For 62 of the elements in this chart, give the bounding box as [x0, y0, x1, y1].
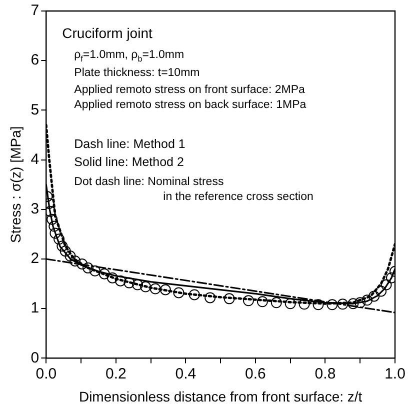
- point: [270, 297, 282, 308]
- point: [50, 228, 61, 239]
- x-axis-title: Dimensionless distance from front surface: z/t: [78, 388, 362, 404]
- point: [98, 268, 110, 280]
- point: [48, 220, 60, 232]
- point: [150, 283, 161, 294]
- point: [56, 240, 68, 252]
- y-tick-label: 0: [30, 349, 40, 366]
- point: [312, 299, 324, 310]
- y-tick-label: 1: [30, 300, 40, 317]
- x-tick-label: 0.6: [245, 365, 266, 382]
- y-tick-label: 7: [30, 2, 40, 20]
- x-tick-label: 1.0: [384, 365, 406, 382]
- x-tick-label: 0.4: [175, 365, 196, 382]
- point: [256, 296, 268, 308]
- annotation: Dot dash line: Nominal stress: [74, 176, 224, 188]
- y-tick-label: 6: [30, 52, 40, 69]
- x-tick-label: 0.8: [314, 365, 336, 382]
- point: [140, 281, 152, 292]
- y-tick-label: 5: [30, 101, 40, 118]
- point: [188, 289, 200, 300]
- point: [348, 298, 359, 310]
- point: [124, 277, 135, 288]
- point: [64, 250, 76, 262]
- point: [54, 234, 65, 245]
- point: [76, 258, 88, 270]
- point: [106, 272, 118, 284]
- point: [224, 293, 235, 304]
- point: [160, 284, 171, 296]
- annotation: Plate thickness: t=10mm: [74, 67, 200, 79]
- annotation: Cruciform joint: [62, 25, 152, 41]
- annotation: in the reference cross section: [163, 191, 314, 203]
- point: [173, 287, 184, 298]
- point: [60, 246, 71, 257]
- point: [204, 292, 216, 304]
- point: [380, 279, 392, 290]
- annotation: Solid line: Method 2: [74, 155, 184, 169]
- annotation: Applied remoto stress on back surface: 1MPa: [74, 99, 307, 111]
- point: [70, 255, 81, 266]
- point: [132, 279, 144, 290]
- point: [242, 295, 254, 306]
- point: [354, 297, 366, 308]
- point: [89, 265, 100, 276]
- annotation: Applied remoto stress on front surface: 2MPa: [74, 84, 306, 96]
- x-tick-label: 0.0: [36, 365, 57, 382]
- point: [337, 298, 348, 310]
- x-tick-label: 0.2: [105, 365, 126, 382]
- y-tick-label: 3: [30, 200, 40, 218]
- point: [82, 262, 94, 274]
- point: [284, 298, 296, 310]
- point: [46, 206, 56, 217]
- annotation: Dash line: Method 1: [74, 137, 186, 151]
- y-axis-title: Stress : σ(z) [MPa]: [7, 126, 24, 243]
- y-tick-label: 2: [30, 250, 40, 268]
- point: [114, 275, 126, 286]
- point: [326, 299, 338, 310]
- y-tick-label: 4: [30, 150, 40, 168]
- point: [298, 298, 310, 310]
- point: [376, 286, 387, 297]
- point: [362, 294, 373, 306]
- point: [368, 290, 380, 302]
- point: [46, 214, 58, 225]
